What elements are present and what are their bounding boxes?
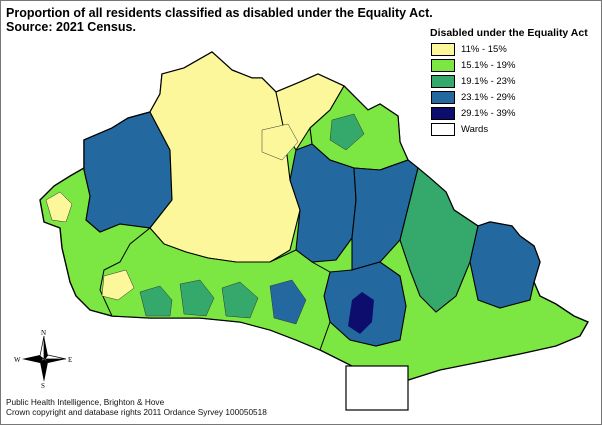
ward-east-green — [399, 167, 479, 313]
legend-swatch-1 — [431, 58, 455, 72]
map-credits: Public Health Intelligence, Brighton & H… — [6, 397, 267, 417]
patch-yellow-west — [45, 191, 73, 223]
legend-row-wards: Wards — [428, 121, 588, 137]
legend-row-4: 29.1% - 39% — [428, 105, 588, 121]
north-arrow-icon: N S W E — [14, 330, 72, 388]
legend-label-0: 11% - 15% — [461, 43, 507, 55]
legend-swatch-0 — [431, 42, 455, 56]
patch-yellow-northeast — [261, 123, 299, 161]
ward-south-central — [99, 227, 331, 351]
credit-line-2: Crown copyright and database rights 2011… — [6, 407, 267, 417]
legend-swatch-3 — [431, 90, 455, 104]
ward-far-east-blue — [469, 221, 541, 309]
patch-teal-north — [329, 113, 365, 151]
ward-west-blue — [83, 111, 173, 233]
legend-swatch-2 — [431, 74, 455, 88]
patch-teal-3 — [221, 281, 259, 319]
ward-east-blue-1 — [289, 143, 357, 263]
legend-label-2: 19.1% - 23% — [461, 75, 516, 87]
legend-row-2: 19.1% - 23% — [428, 73, 588, 89]
marina — [345, 365, 409, 411]
legend-row-3: 23.1% - 29% — [428, 89, 588, 105]
legend-swatch-wards — [431, 122, 455, 136]
compass-n: N — [41, 330, 46, 337]
legend-title: Disabled under the Equality Act — [430, 27, 588, 39]
legend-label-wards: Wards — [461, 123, 489, 135]
patch-yellow-south — [101, 269, 135, 301]
compass-e: E — [68, 356, 72, 364]
legend-swatch-4 — [431, 106, 455, 120]
map-legend: Disabled under the Equality Act 11% - 15… — [428, 27, 588, 137]
credit-line-1: Public Health Intelligence, Brighton & H… — [6, 397, 165, 407]
patch-teal-1 — [139, 285, 173, 317]
legend-row-0: 11% - 15% — [428, 41, 588, 57]
area-highest-1 — [348, 292, 374, 334]
title-line-2: Source: 2021 Census. — [6, 20, 136, 34]
title-line-1: Proportion of all residents classified a… — [6, 6, 433, 20]
legend-label-3: 23.1% - 29% — [461, 91, 516, 103]
compass-s: S — [41, 382, 45, 388]
patch-teal-2 — [179, 279, 215, 317]
map-title: Proportion of all residents classified a… — [6, 6, 433, 34]
patch-blue-south — [269, 279, 307, 325]
legend-row-1: 15.1% - 19% — [428, 57, 588, 73]
compass-w: W — [14, 356, 21, 364]
legend-label-1: 15.1% - 19% — [461, 59, 516, 71]
legend-label-4: 29.1% - 39% — [461, 107, 516, 119]
